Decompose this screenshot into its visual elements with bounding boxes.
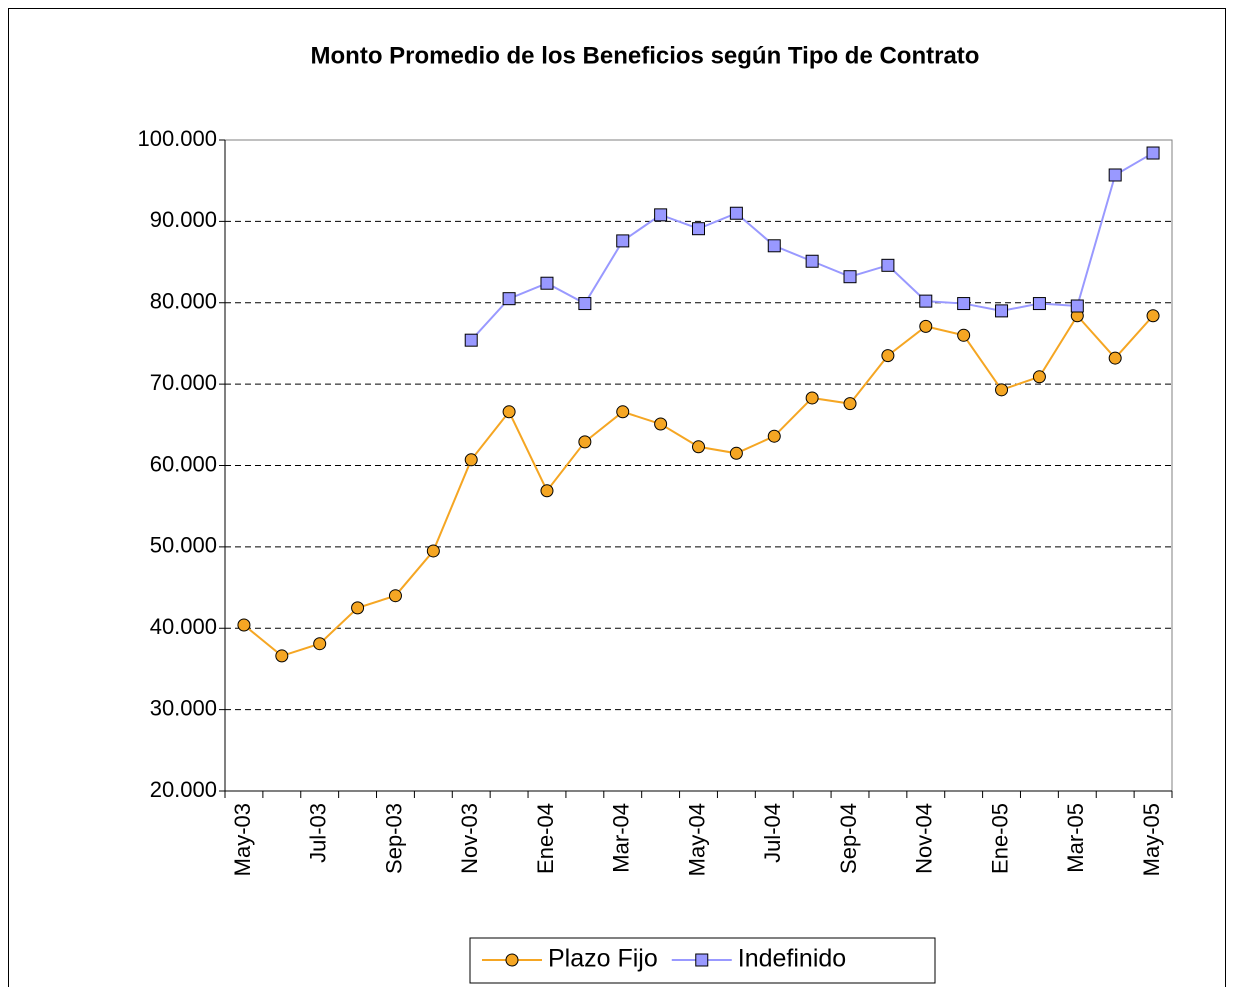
x-tick-label: May-05 xyxy=(1139,803,1164,876)
marker xyxy=(805,391,819,405)
x-tick-label: Nov-04 xyxy=(912,803,937,874)
marker xyxy=(654,417,668,431)
y-tick-label: 100.000 xyxy=(137,126,217,151)
marker xyxy=(881,349,895,363)
chart-title: Monto Promedio de los Beneficios según T… xyxy=(311,42,980,69)
marker xyxy=(843,270,857,284)
marker xyxy=(388,589,402,603)
marker xyxy=(995,304,1009,318)
y-tick-label: 90.000 xyxy=(150,207,217,232)
marker xyxy=(919,294,933,308)
x-tick-label: Ene-05 xyxy=(987,803,1012,874)
y-tick-label: 30.000 xyxy=(150,695,217,720)
y-tick-label: 80.000 xyxy=(150,289,217,314)
x-tick-label: Mar-05 xyxy=(1063,803,1088,873)
marker xyxy=(616,234,630,248)
x-tick-label: Nov-03 xyxy=(457,803,482,874)
marker xyxy=(275,649,289,663)
marker xyxy=(654,208,668,222)
marker xyxy=(1070,299,1084,313)
y-tick-label: 20.000 xyxy=(150,777,217,802)
marker xyxy=(692,222,705,236)
legend-label: Plazo Fijo xyxy=(548,945,658,973)
x-tick-label: Sep-04 xyxy=(836,803,861,874)
marker xyxy=(616,405,630,419)
marker xyxy=(505,953,519,967)
marker xyxy=(767,239,781,253)
marker xyxy=(695,953,709,967)
marker xyxy=(957,297,971,311)
marker xyxy=(843,397,857,411)
marker xyxy=(729,206,743,220)
x-tick-label: Jul-04 xyxy=(760,803,785,863)
marker xyxy=(881,258,895,272)
y-tick-label: 70.000 xyxy=(150,370,217,395)
marker xyxy=(729,446,743,460)
legend-label: Indefinido xyxy=(738,945,846,973)
x-tick-label: Sep-03 xyxy=(381,803,406,874)
marker xyxy=(767,429,781,443)
marker xyxy=(995,383,1009,397)
marker xyxy=(957,328,971,342)
marker xyxy=(692,440,705,454)
y-tick-label: 50.000 xyxy=(150,533,217,558)
marker xyxy=(540,484,554,498)
x-tick-label: Ene-04 xyxy=(533,803,558,874)
marker xyxy=(1108,351,1122,365)
x-tick-label: May-04 xyxy=(684,803,709,876)
marker xyxy=(1108,168,1122,182)
marker xyxy=(1032,297,1046,311)
marker xyxy=(351,601,365,615)
marker xyxy=(1032,370,1046,384)
marker xyxy=(426,544,440,558)
marker xyxy=(313,637,327,651)
marker xyxy=(1146,146,1160,160)
marker xyxy=(464,453,478,467)
marker xyxy=(502,292,516,306)
x-tick-label: May-03 xyxy=(230,803,255,876)
marker xyxy=(919,319,933,333)
x-tick-label: Jul-03 xyxy=(306,803,331,863)
marker xyxy=(805,254,819,268)
marker xyxy=(540,276,554,290)
marker xyxy=(502,405,516,419)
x-tick-label: Mar-04 xyxy=(609,803,634,873)
marker xyxy=(464,333,478,347)
marker xyxy=(578,435,592,449)
marker xyxy=(1146,309,1160,323)
marker xyxy=(237,618,251,632)
y-tick-label: 60.000 xyxy=(150,451,217,476)
y-tick-label: 40.000 xyxy=(150,614,217,639)
marker xyxy=(578,297,592,311)
